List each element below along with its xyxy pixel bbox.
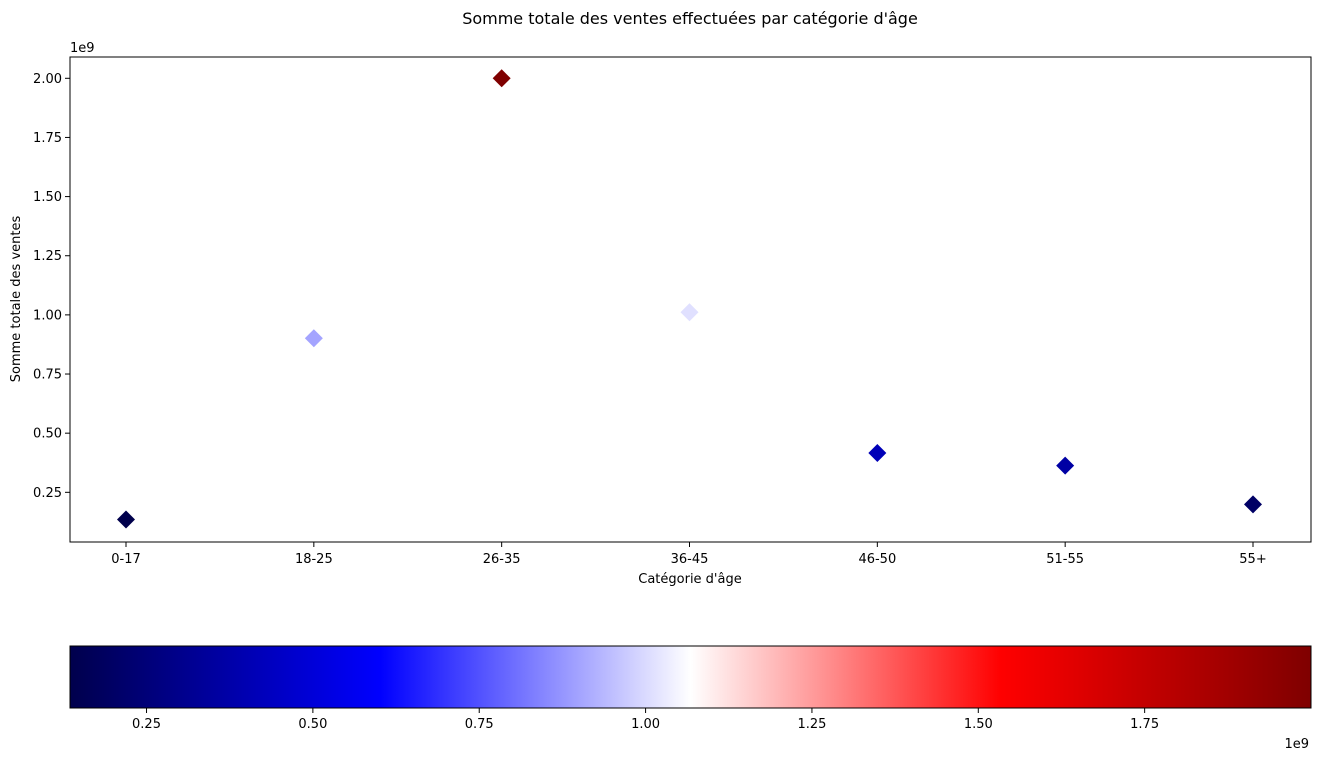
data-point-46-50 — [868, 444, 887, 463]
data-point-0-17 — [117, 510, 135, 529]
x-tick-label: 26-35 — [483, 552, 521, 567]
y-tick-label: 0.75 — [33, 368, 62, 383]
x-tick-label: 36-45 — [671, 552, 709, 567]
colorbar-tick-label: 1.50 — [964, 717, 993, 732]
y-tick-label: 1.75 — [33, 131, 62, 146]
x-axis: 0-17 18-25 26-35 36-45 46-50 51-55 55+ — [111, 542, 1267, 567]
y-tick-label: 1.50 — [33, 190, 62, 205]
plot-frame — [69, 56, 1312, 543]
y-axis-label: Somme totale des ventes — [9, 216, 24, 383]
data-point-51-55 — [1056, 456, 1075, 475]
y-tick-label: 1.00 — [33, 308, 62, 323]
x-axis-label: Catégorie d'âge — [638, 572, 741, 587]
data-point-26-35 — [492, 69, 511, 88]
x-tick-label: 18-25 — [295, 552, 333, 567]
colorbar-tick-label: 1.00 — [631, 717, 660, 732]
x-tick-label: 55+ — [1239, 552, 1266, 567]
y-tick-label: 2.00 — [33, 72, 62, 87]
y-tick-label: 0.25 — [33, 486, 62, 501]
colorbar-axis: 0.25 0.50 0.75 1.00 1.25 1.50 1.75 — [132, 708, 1159, 732]
data-point-36-45 — [680, 303, 699, 322]
colorbar-offset-label: 1e9 — [1284, 737, 1309, 752]
colorbar-tick-label: 0.75 — [465, 717, 494, 732]
colorbar-tick-label: 1.25 — [797, 717, 826, 732]
x-tick-label: 0-17 — [111, 552, 141, 567]
colorbar-tick-label: 0.25 — [132, 717, 161, 732]
y-axis: 0.25 0.50 0.75 1.00 1.25 1.50 1.75 2.00 — [33, 72, 70, 501]
colorbar-tick-label: 1.75 — [1130, 717, 1159, 732]
colorbar — [69, 645, 1312, 709]
data-point-55plus — [1244, 495, 1262, 514]
data-point-18-25 — [304, 329, 323, 348]
chart-title: Somme totale des ventes effectuées par c… — [462, 9, 918, 28]
data-points — [117, 69, 1262, 529]
y-offset-label: 1e9 — [70, 41, 95, 56]
x-tick-label: 51-55 — [1046, 552, 1084, 567]
x-tick-label: 46-50 — [858, 552, 896, 567]
y-tick-label: 1.25 — [33, 249, 62, 264]
colorbar-tick-label: 0.50 — [298, 717, 327, 732]
y-tick-label: 0.50 — [33, 427, 62, 442]
